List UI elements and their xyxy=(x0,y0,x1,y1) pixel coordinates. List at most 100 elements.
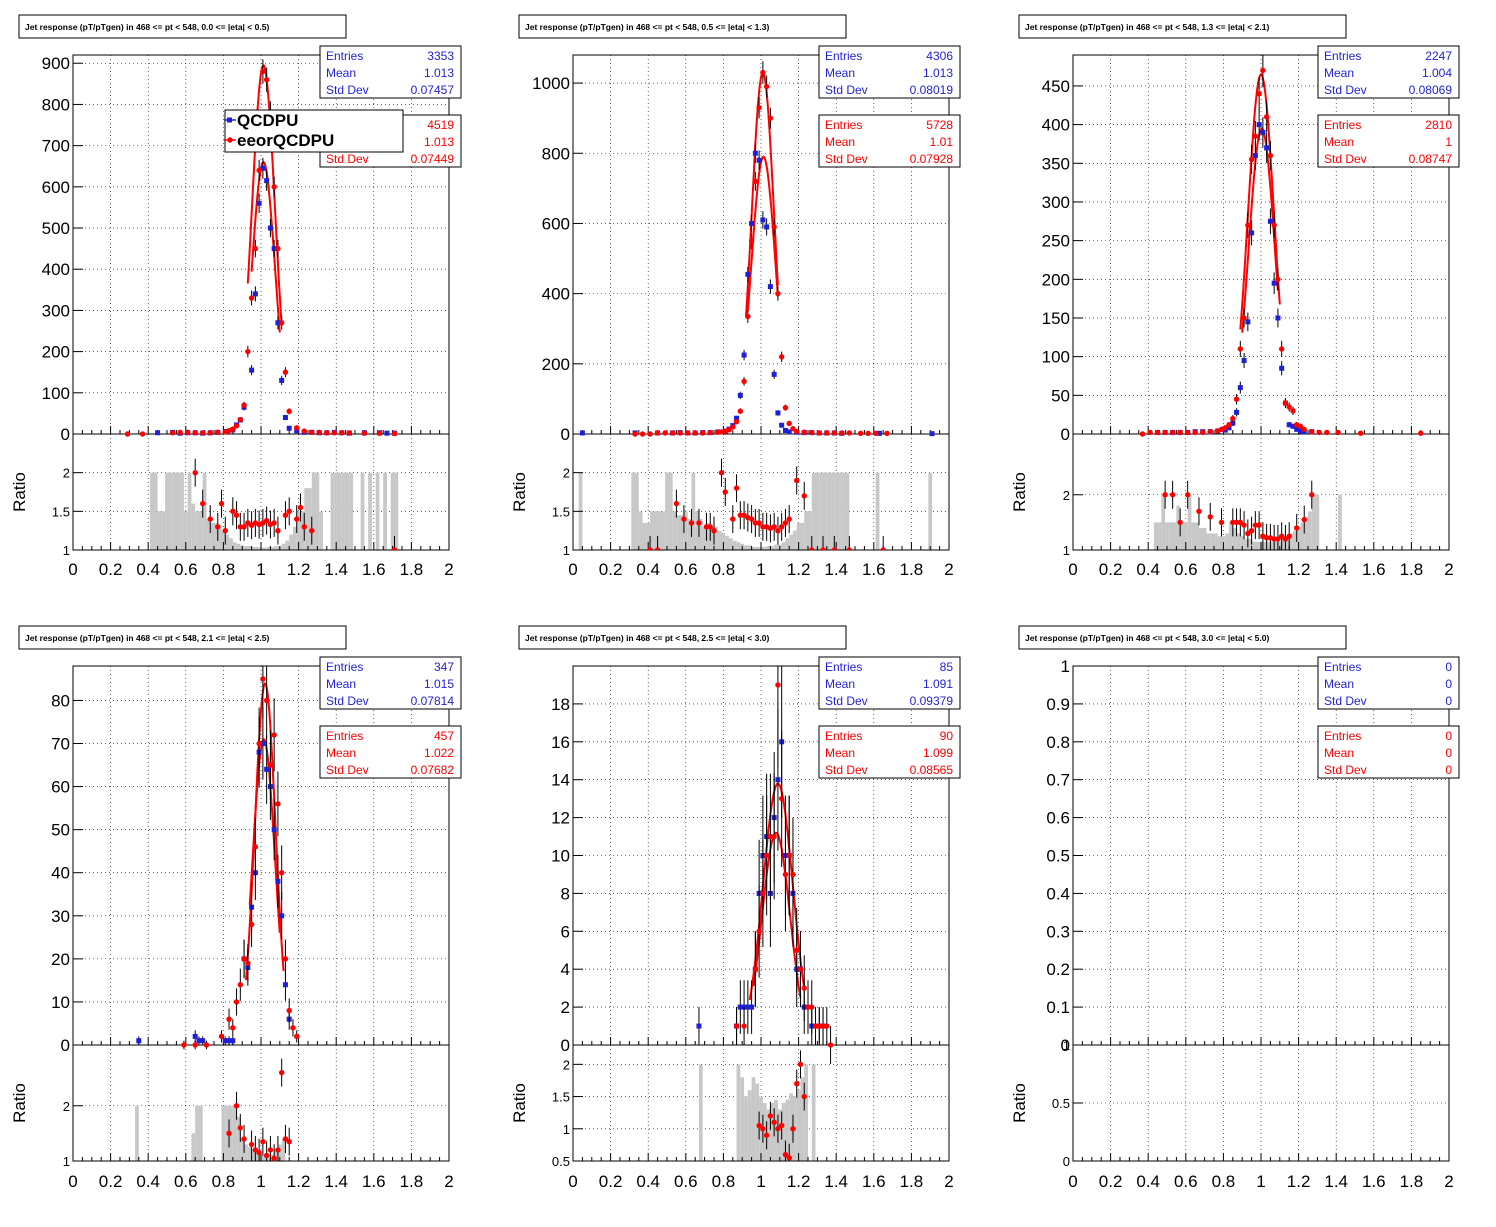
ratio-point xyxy=(1184,492,1191,498)
qcd-point xyxy=(260,165,266,171)
y-tick-label: 600 xyxy=(542,214,570,233)
ratio-band-bar xyxy=(251,1149,256,1161)
ratio-band-bar xyxy=(1300,522,1305,550)
eeor-point xyxy=(275,801,281,807)
stats-key: Mean xyxy=(1324,746,1354,760)
stats-value: 1.091 xyxy=(923,677,953,691)
y-tick-label: 0.3 xyxy=(1046,922,1070,941)
ratio-band-bar xyxy=(1176,505,1181,550)
eeor-point xyxy=(233,999,240,1005)
ratio-point xyxy=(1309,492,1315,498)
x-tick-label: 1 xyxy=(256,1172,265,1191)
eeor-point xyxy=(1418,430,1424,436)
ratio-frame xyxy=(572,433,950,551)
eeor-point xyxy=(1263,114,1270,120)
stats-box-qcd: Entries 347 Mean 1.015 Std Dev 0.07814 xyxy=(319,656,462,710)
eeor-point xyxy=(809,429,815,436)
eeor-point xyxy=(677,430,683,436)
eeor-point xyxy=(301,428,307,434)
qcd-point xyxy=(1249,230,1255,236)
eeor-point xyxy=(824,430,830,436)
eeor-point xyxy=(309,429,315,436)
ratio-band-bar xyxy=(785,1099,790,1161)
stats-box-frame xyxy=(818,114,961,168)
y-tick-label: 400 xyxy=(1042,116,1070,135)
ratio-point xyxy=(1169,492,1176,498)
y-tick-label: 250 xyxy=(1042,232,1070,251)
qcd-point xyxy=(226,1038,232,1044)
eeor-point xyxy=(767,833,774,840)
ratio-point xyxy=(248,1141,255,1148)
eeor-point xyxy=(824,1023,830,1029)
y-tick-label: 30 xyxy=(51,907,70,926)
qcd-point xyxy=(1286,422,1292,428)
eeor-point xyxy=(241,956,247,962)
ratio-point xyxy=(767,1113,774,1119)
ratio-point xyxy=(1245,530,1251,537)
x-tick-label: 0.2 xyxy=(99,560,123,579)
ratio-band-bar xyxy=(221,530,226,550)
ratio-band-bar xyxy=(1153,522,1162,550)
stats-box-frame xyxy=(1317,656,1460,710)
stats-value: 0.07682 xyxy=(411,763,455,777)
ratio-band-bar xyxy=(292,526,297,550)
ratio-band-bar xyxy=(198,1105,203,1161)
eeor-point xyxy=(192,1042,198,1048)
eeor-point xyxy=(797,966,804,972)
ratio-point xyxy=(809,547,815,550)
qcd-point xyxy=(1226,425,1232,431)
ratio-point xyxy=(200,500,206,507)
ratio-tick-label: 0.5 xyxy=(1052,1096,1070,1111)
y-tick-label: 60 xyxy=(51,778,70,797)
ratio-band-bar xyxy=(232,1105,237,1161)
qcd-point xyxy=(271,827,277,833)
eeor-point xyxy=(726,427,732,433)
qcd-point xyxy=(192,1033,198,1039)
eeor-point xyxy=(233,423,240,429)
stats-value: 0 xyxy=(1445,694,1452,708)
y-tick-label: 450 xyxy=(1042,77,1070,96)
ratio-band-bar xyxy=(1168,522,1177,550)
ratio-point xyxy=(286,1138,292,1145)
qcd-point xyxy=(260,741,266,747)
eeor-point xyxy=(1324,429,1330,436)
y-tick-label: 300 xyxy=(1042,193,1070,212)
ratio-point xyxy=(722,489,728,495)
eeor-point xyxy=(1335,429,1341,436)
ratio-band-bar xyxy=(1281,538,1286,550)
y-tick-label: 20 xyxy=(51,950,70,969)
eeor-point xyxy=(767,115,774,121)
x-tick-label: 2 xyxy=(944,560,953,579)
y-tick-label: 900 xyxy=(42,54,70,73)
ratio-point xyxy=(233,512,240,518)
ratio-point xyxy=(1275,536,1281,542)
ratio-tick-label: 2 xyxy=(63,1099,70,1114)
qcd-point xyxy=(279,377,285,383)
eeor-point xyxy=(376,430,383,436)
fit-curve xyxy=(250,160,281,333)
x-tick-label: 1.8 xyxy=(900,1172,924,1191)
ratio-band-bar xyxy=(236,1116,241,1161)
stats-box-qcd: Entries 85 Mean 1.091 Std Dev 0.09379 xyxy=(818,656,961,710)
stats-key: Mean xyxy=(326,677,356,691)
qcd-point xyxy=(775,410,781,416)
ratio-band-bar xyxy=(274,546,282,550)
ratio-band-bar xyxy=(191,503,196,550)
ratio-point xyxy=(654,547,661,550)
stats-value: 1.013 xyxy=(923,66,953,80)
qcd-point xyxy=(741,352,747,358)
panel-title-box xyxy=(18,625,347,650)
y-tick-label: 0.4 xyxy=(1046,884,1070,903)
eeor-point xyxy=(1290,408,1296,414)
qcd-point xyxy=(249,367,255,373)
ratio-point xyxy=(775,1126,781,1132)
y-tick-label: 6 xyxy=(561,922,570,941)
eeor-point xyxy=(207,430,213,436)
ratio-point xyxy=(1230,519,1236,526)
y-tick-label: 0.1 xyxy=(1046,998,1070,1017)
eeor-point xyxy=(339,430,345,436)
eeor-point xyxy=(745,313,751,320)
eeor-point xyxy=(245,348,251,355)
stats-value: 1.099 xyxy=(923,746,953,760)
eeor-point xyxy=(391,430,398,437)
